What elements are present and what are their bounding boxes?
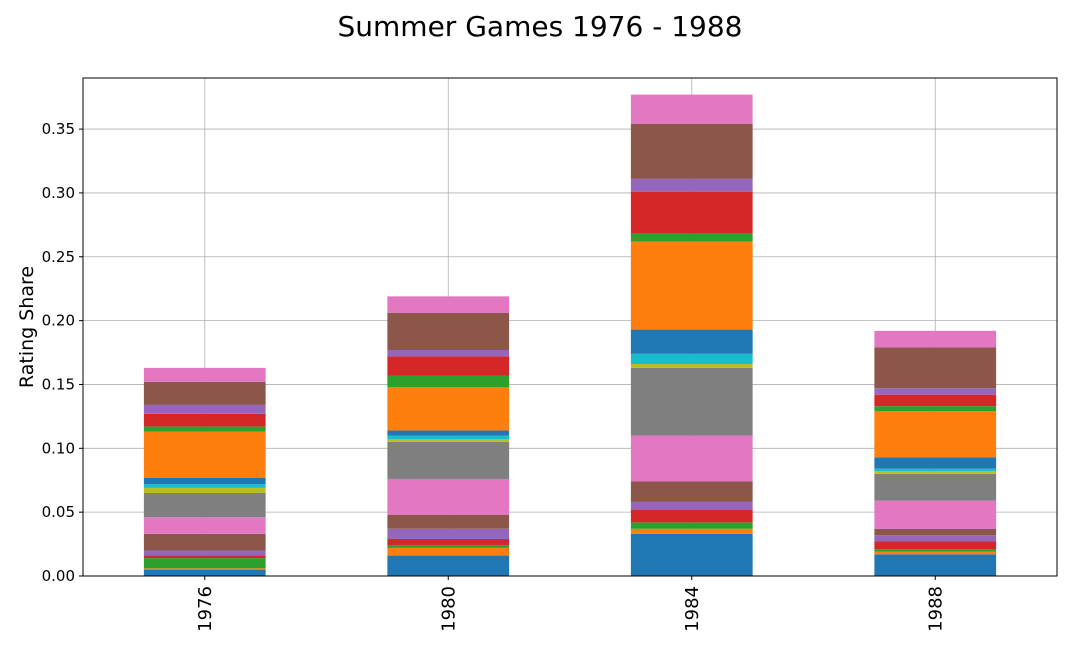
bar-segment xyxy=(874,388,997,395)
bar-segment xyxy=(387,387,510,431)
bar-segment xyxy=(874,549,997,552)
bar-segment xyxy=(630,241,753,330)
bar-segment xyxy=(387,435,510,440)
bar-segment xyxy=(143,517,266,534)
bar-segment xyxy=(143,493,266,518)
bar-segment xyxy=(630,435,753,482)
bar-segment xyxy=(874,535,997,542)
bar-segment xyxy=(143,487,266,493)
bar-segment xyxy=(143,404,266,414)
bar-segment xyxy=(143,381,266,405)
bar-segment xyxy=(874,554,997,576)
bar-segment xyxy=(143,413,266,427)
bar-segment xyxy=(143,550,266,556)
y-tick-label: 0.25 xyxy=(42,248,75,266)
bar-segment xyxy=(387,296,510,313)
bar-segment xyxy=(630,178,753,192)
bar-segment xyxy=(630,329,753,354)
bar-segment xyxy=(387,439,510,442)
plot-frame xyxy=(82,77,1058,577)
y-tick-label: 0.20 xyxy=(42,312,75,330)
bar-segment xyxy=(630,367,753,436)
y-tick-label: 0.30 xyxy=(42,184,75,202)
bar-segment xyxy=(143,569,266,576)
bar-segment xyxy=(630,528,753,534)
bar-segment xyxy=(387,312,510,350)
bar-stacks xyxy=(143,94,997,576)
bar-segment xyxy=(143,367,266,382)
bar-segment xyxy=(143,431,266,478)
x-tick-label: 1976 xyxy=(195,586,216,632)
y-tick-label: 0.00 xyxy=(42,567,75,585)
bar-segment xyxy=(387,375,510,388)
bar-segment xyxy=(143,484,266,488)
bar-segment xyxy=(387,441,510,479)
x-tick-label: 1988 xyxy=(925,586,946,632)
chart-title: Summer Games 1976 - 1988 xyxy=(338,10,743,43)
bar-segment xyxy=(874,394,997,407)
bar-segment xyxy=(874,471,997,474)
bar-segment xyxy=(874,457,997,469)
bar-segment xyxy=(143,533,266,551)
bar-segment xyxy=(143,568,266,570)
bar-segment xyxy=(143,426,266,432)
bar-segment xyxy=(143,555,266,559)
x-tick-label: 1980 xyxy=(438,586,459,632)
bar-segment xyxy=(630,353,753,365)
bar-segment xyxy=(630,94,753,124)
bar-segment xyxy=(874,347,997,389)
bar-segment xyxy=(630,509,753,523)
bar-segment xyxy=(874,551,997,555)
bar-segment xyxy=(387,478,510,515)
x-tick-label: 1984 xyxy=(682,586,703,632)
bar-segment xyxy=(630,501,753,510)
bar-segment xyxy=(387,545,510,548)
bar-segment xyxy=(387,555,510,576)
bar-segment xyxy=(630,123,753,179)
x-axis-ticks: 1976 1980 1984 1988 xyxy=(195,576,946,632)
bar-segment xyxy=(874,528,997,536)
y-tick-label: 0.05 xyxy=(42,503,75,521)
bar-segment xyxy=(387,528,510,539)
bar-segment xyxy=(630,481,753,502)
bar-segment xyxy=(387,430,510,436)
y-tick-label: 0.15 xyxy=(42,375,75,393)
bar-segment xyxy=(143,558,266,569)
bar-segment xyxy=(874,330,997,348)
bar-segment xyxy=(387,356,510,376)
y-axis-ticks: 0.00 0.05 0.10 0.15 0.20 0.25 0.30 0.35 xyxy=(42,120,83,585)
bar-segment xyxy=(874,473,997,501)
bar-segment xyxy=(387,538,510,546)
y-tick-label: 0.10 xyxy=(42,439,75,457)
bar-segment xyxy=(874,500,997,529)
bar-segment xyxy=(143,477,266,485)
y-axis-label: Rating Share xyxy=(16,266,38,388)
bar-segment xyxy=(874,468,997,472)
bar-segment xyxy=(630,522,753,529)
bar-segment xyxy=(387,547,510,556)
bar-segment xyxy=(630,364,753,368)
bar-segment xyxy=(874,541,997,550)
bar-segment xyxy=(630,233,753,242)
bar-segment xyxy=(874,411,997,458)
bar-segment xyxy=(387,514,510,529)
bar-segment xyxy=(387,349,510,357)
bar-segment xyxy=(874,406,997,412)
y-tick-label: 0.35 xyxy=(42,120,75,138)
bar-segment xyxy=(630,191,753,234)
bar-segment xyxy=(630,533,753,576)
